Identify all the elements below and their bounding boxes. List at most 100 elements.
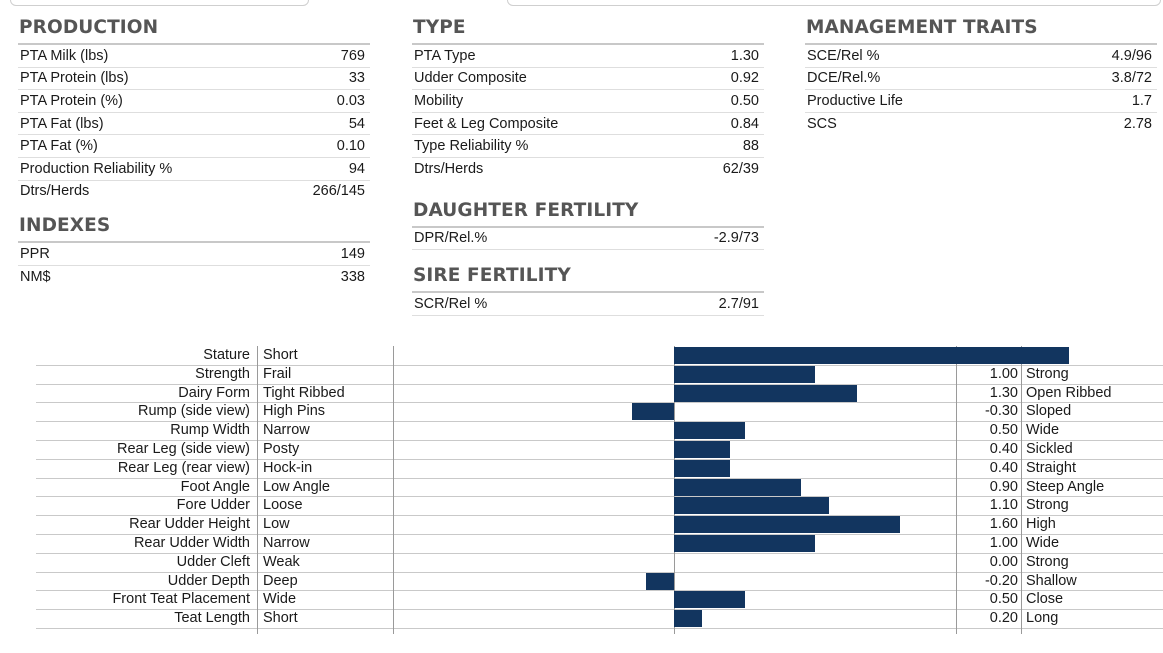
row-value: 0.84 xyxy=(730,115,759,132)
chart-bar-area-left-line xyxy=(393,346,394,634)
table-row: PTA Milk (lbs) 769 xyxy=(18,45,370,68)
trait-bar xyxy=(674,535,815,552)
trait-value: 1.30 xyxy=(989,384,1018,401)
trait-low-label: Hock-in xyxy=(263,459,313,476)
row-value: 88 xyxy=(742,138,759,155)
trait-value: 1.00 xyxy=(989,365,1018,382)
table-row: NM$ 338 xyxy=(18,266,370,288)
type-table: PTA Type 1.30 Udder Composite 0.92 Mobility 0… xyxy=(412,45,764,180)
row-value: 1.7 xyxy=(1131,92,1152,109)
column-left: PRODUCTION PTA Milk (lbs) 769 PTA Protein … xyxy=(18,16,370,287)
trait-row: Fore Udder Loose 1.10 Strong xyxy=(36,496,1163,517)
table-row: SCE/Rel % 4.9/96 xyxy=(805,45,1157,68)
row-label: Type Reliability % xyxy=(414,138,529,155)
table-row: PTA Type 1.30 xyxy=(412,45,764,68)
production-section: PRODUCTION PTA Milk (lbs) 769 PTA Protein … xyxy=(18,16,370,202)
trait-low-label: Short xyxy=(263,347,298,363)
row-value: 1.30 xyxy=(730,47,759,64)
table-row: Udder Composite 0.92 xyxy=(412,68,764,91)
table-row: Mobility 0.50 xyxy=(412,90,764,113)
trait-bar xyxy=(674,516,900,534)
trait-name: Rump Width xyxy=(170,422,250,439)
trait-low-label: High Pins xyxy=(263,403,326,420)
trait-high-label: Sickled xyxy=(1026,441,1073,457)
trait-value: 1.00 xyxy=(989,535,1018,551)
row-value: 54 xyxy=(348,115,365,132)
trait-name: Rump (side view) xyxy=(138,403,250,420)
table-row: SCS 2.78 xyxy=(805,113,1157,135)
trait-low-label: Wide xyxy=(263,591,297,608)
section-divider xyxy=(412,225,764,228)
row-label: PTA Fat (lbs) xyxy=(20,115,104,132)
trait-name: Rear Udder Height xyxy=(129,516,250,533)
trait-value: 0.40 xyxy=(989,441,1018,457)
trait-row: Teat Length Short 0.20 Long xyxy=(36,609,1163,629)
trait-bar xyxy=(674,365,815,383)
trait-bar xyxy=(674,497,830,515)
trait-value: 0.00 xyxy=(989,553,1018,570)
production-table: PTA Milk (lbs) 769 PTA Protein (lbs) 33 PTA … xyxy=(18,45,370,202)
row-label: Dtrs/Herds xyxy=(20,183,90,200)
trait-low-label: Frail xyxy=(263,365,292,382)
indexes-section: INDEXES PPR 149 NM$ 338 xyxy=(18,214,370,287)
row-label: NM$ xyxy=(20,268,51,285)
sire-fertility-title: SIRE FERTILITY xyxy=(413,265,571,287)
trait-high-label: Wide xyxy=(1026,422,1060,439)
type-title: TYPE xyxy=(413,17,466,38)
trait-bar xyxy=(674,422,745,440)
trait-name: Foot Angle xyxy=(180,478,250,495)
trait-low-label: Low Angle xyxy=(263,478,330,495)
trait-name: Udder Cleft xyxy=(176,553,250,570)
trait-row: Udder Depth Deep -0.20 Shallow xyxy=(36,572,1163,592)
row-label: Udder Composite xyxy=(414,70,527,87)
row-label: DCE/Rel.% xyxy=(807,70,881,87)
trait-bar xyxy=(645,572,674,590)
row-value: 149 xyxy=(340,245,365,262)
row-label: Productive Life xyxy=(807,92,903,109)
trait-row: Rear Leg (rear view) Hock-in 0.40 Straight xyxy=(36,459,1163,479)
trait-row: Front Teat Placement Wide 0.50 Close xyxy=(36,590,1163,611)
trait-high-label: Sloped xyxy=(1026,403,1072,420)
trait-row: Udder Cleft Weak 0.00 Strong xyxy=(36,553,1163,573)
trait-value: 0.90 xyxy=(989,478,1018,495)
daughter-fertility-table: DPR/Rel.% -2.9/73 xyxy=(412,228,764,251)
trait-name: Stature xyxy=(203,347,250,363)
row-label: Feet & Leg Composite xyxy=(414,115,559,132)
trait-value: -0.30 xyxy=(984,403,1018,420)
management-table: SCE/Rel % 4.9/96 DCE/Rel.% 3.8/72 Productive… xyxy=(805,45,1157,134)
section-divider xyxy=(412,43,764,45)
trait-row: Rear Udder Height Low 1.60 High xyxy=(36,515,1163,535)
trait-high-label: Wide xyxy=(1026,535,1060,551)
row-value: 0.10 xyxy=(336,138,365,155)
trait-low-label: Weak xyxy=(263,553,300,570)
row-label: PTA Type xyxy=(414,47,476,64)
row-label: PTA Fat (%) xyxy=(20,138,98,155)
row-value: 33 xyxy=(348,70,365,87)
trait-high-label: Shallow xyxy=(1026,572,1077,589)
row-label: PPR xyxy=(20,245,50,262)
section-divider xyxy=(805,43,1157,45)
row-label: SCE/Rel % xyxy=(807,47,880,64)
management-section: MANAGEMENT TRAITS SCE/Rel % 4.9/96 DCE/Rel… xyxy=(805,16,1157,134)
trait-bar xyxy=(674,384,858,402)
row-value: 0.03 xyxy=(336,92,365,109)
trait-high-label: Steep Angle xyxy=(1026,478,1105,495)
chart-bar-area-right-line xyxy=(956,346,957,634)
table-row: PTA Fat (lbs) 54 xyxy=(18,113,370,136)
trait-value: 0.20 xyxy=(989,610,1018,627)
chart-left-border xyxy=(257,346,258,634)
type-section: TYPE PTA Type 1.30 Udder Composite 0.92 Mobi… xyxy=(412,16,764,180)
table-row: Production Reliability % 94 xyxy=(18,158,370,181)
trait-high-label: Open Ribbed xyxy=(1026,384,1112,401)
table-row: PTA Protein (lbs) 33 xyxy=(18,68,370,91)
trait-row: Foot Angle Low Angle 0.90 Steep Angle xyxy=(36,478,1163,498)
trait-value: 1.10 xyxy=(989,497,1018,514)
trait-name: Fore Udder xyxy=(176,497,250,514)
row-label: SCR/Rel % xyxy=(414,295,488,312)
row-value: 338 xyxy=(340,268,365,285)
trait-row: Rump (side view) High Pins -0.30 Sloped xyxy=(36,402,1163,423)
sire-fertility-section: SIRE FERTILITY SCR/Rel % 2.7/91 xyxy=(412,264,764,316)
row-label: DPR/Rel.% xyxy=(414,230,488,247)
row-value: 0.50 xyxy=(730,92,759,109)
table-row: Feet & Leg Composite 0.84 xyxy=(412,113,764,136)
